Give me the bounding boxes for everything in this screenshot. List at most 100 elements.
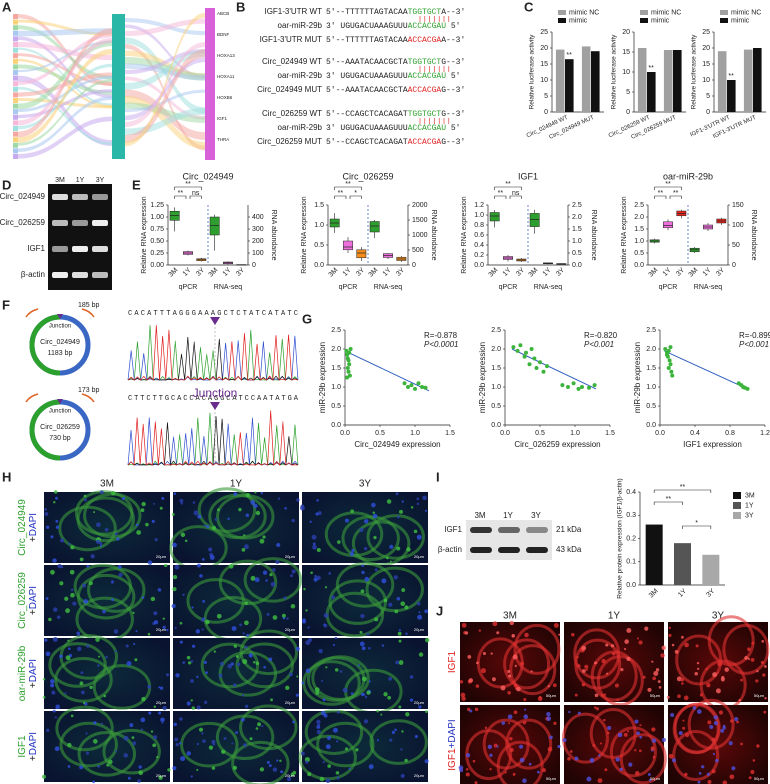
- sankey-node: [13, 137, 18, 143]
- box: [356, 249, 367, 259]
- nucleus: [160, 717, 165, 723]
- sig-bracket: [653, 501, 683, 505]
- nucleus: [285, 685, 290, 690]
- nucleus: [201, 557, 205, 561]
- nucleus: [153, 611, 158, 616]
- nucleus: [323, 623, 328, 628]
- bar: [565, 59, 574, 112]
- tick-label: 0.0: [655, 430, 665, 437]
- legend-label: mimic NC: [569, 9, 599, 16]
- legend-label: mimic: [569, 17, 588, 24]
- tick-label: 0: [544, 109, 548, 116]
- nucleus: [519, 661, 525, 666]
- nucleus: [386, 499, 392, 504]
- nucleus: [696, 661, 700, 665]
- nucleus: [647, 773, 651, 776]
- nucleus: [504, 771, 507, 774]
- sequence-label: IGF1-3'UTR WT: [264, 7, 322, 16]
- nucleus: [465, 753, 471, 758]
- point: [663, 347, 668, 351]
- sig-bracket: [334, 195, 347, 199]
- tubule: [672, 703, 720, 755]
- y-axis-label: Relative RNA expression: [141, 196, 148, 274]
- sequence-part: G--3': [441, 110, 465, 119]
- nucleus: [740, 742, 743, 746]
- row-label-part: +DAPI: [447, 719, 458, 748]
- sankey-target: BDNF: [217, 32, 230, 37]
- nucleus: [624, 639, 629, 644]
- nucleus: [260, 491, 263, 495]
- row-label: IGF1: [27, 244, 45, 253]
- x-tick-label: 3M: [328, 267, 340, 279]
- panel-label: J: [436, 603, 443, 618]
- nucleus: [132, 741, 137, 746]
- tubule: [311, 655, 370, 701]
- legend-swatch: [720, 10, 728, 15]
- nucleus: [397, 631, 402, 636]
- tick-label: 1.5: [331, 365, 341, 372]
- nucleus: [751, 641, 755, 645]
- nucleus: [150, 596, 156, 602]
- x-tick-label: 1Y: [222, 267, 233, 278]
- legend-label: mimic NC: [651, 9, 681, 16]
- nucleus: [291, 569, 296, 574]
- tick-label: 1.0: [314, 222, 324, 229]
- nucleus: [619, 767, 623, 772]
- tick-label: 1.5: [445, 430, 455, 437]
- row-label: β-actin: [21, 270, 45, 279]
- nucleus: [179, 640, 183, 644]
- nucleus: [627, 730, 630, 733]
- tick-label: 1.5: [605, 430, 615, 437]
- nucleus: [54, 746, 60, 752]
- nucleus: [231, 626, 237, 632]
- nucleus: [232, 683, 237, 687]
- nucleus: [581, 669, 586, 673]
- point: [346, 369, 351, 374]
- tubule: [216, 493, 275, 540]
- nucleus: [245, 513, 250, 518]
- nucleus: [335, 771, 340, 775]
- sig-bracket: [334, 186, 362, 190]
- sankey-node: [13, 98, 18, 103]
- sankey-target: THRA: [217, 137, 229, 142]
- nucleus: [179, 621, 183, 625]
- nucleus: [607, 725, 612, 731]
- sig-label: **: [665, 181, 671, 188]
- nucleus: [132, 611, 135, 614]
- nucleus: [336, 710, 340, 714]
- sequence-part: A--3': [441, 8, 465, 17]
- nucleus: [322, 698, 326, 702]
- sankey-node: [13, 64, 18, 70]
- point: [406, 385, 410, 389]
- nucleus: [366, 632, 370, 636]
- chromatogram-trace: [127, 410, 299, 466]
- scale-label: 50μm: [546, 776, 557, 781]
- nucleus: [127, 776, 131, 780]
- sequence-part: 5'--AAATACAACGCTA: [326, 86, 408, 95]
- nucleus: [349, 551, 355, 557]
- scale-label: 50μm: [754, 776, 765, 781]
- row-label: oar-miR-29b: [17, 645, 28, 701]
- legend-label: mimic: [731, 17, 750, 24]
- bar: [674, 543, 691, 585]
- nucleus: [92, 739, 98, 744]
- sankey-flow: [18, 40, 112, 73]
- nucleus: [174, 564, 180, 570]
- nucleus: [244, 645, 248, 649]
- nucleus: [72, 601, 77, 606]
- lane-label: 3M: [55, 177, 65, 184]
- legend-swatch: [640, 10, 648, 15]
- nucleus: [208, 547, 213, 552]
- sankey-node: [13, 75, 18, 81]
- nucleus: [254, 577, 260, 583]
- nucleus: [671, 643, 675, 647]
- nucleus: [755, 679, 759, 683]
- nucleus: [190, 775, 193, 778]
- tubule: [573, 628, 621, 680]
- y2-axis-label: RNA abundance: [590, 210, 597, 261]
- nucleus: [424, 609, 429, 614]
- nucleus: [668, 753, 674, 759]
- sig-label: **: [345, 181, 351, 188]
- bar: [727, 80, 736, 112]
- row-label-part: DAPI: [28, 586, 39, 609]
